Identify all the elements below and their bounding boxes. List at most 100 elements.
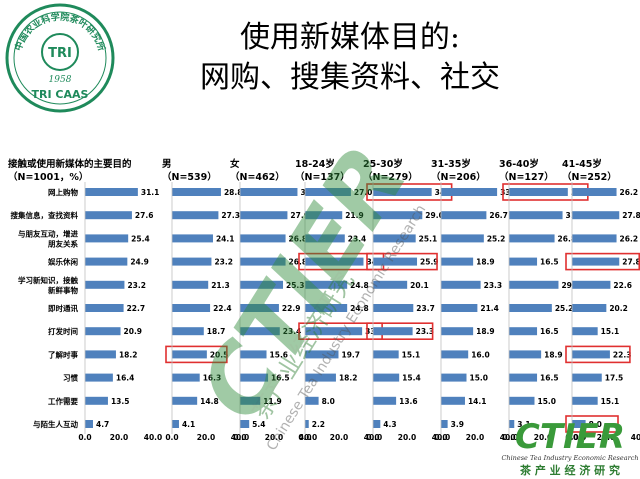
data-label: 4.7 xyxy=(96,420,109,429)
logo-center-circle xyxy=(41,33,79,71)
bar xyxy=(305,327,363,336)
highlight-box xyxy=(565,415,619,433)
bar xyxy=(572,304,607,312)
category-label: 学习新知识，接触 xyxy=(18,275,78,285)
data-label: 8.0 xyxy=(589,420,602,429)
x-tick-label: 20.0 xyxy=(466,433,485,442)
data-label: 21.4 xyxy=(480,304,499,313)
bar xyxy=(509,304,552,312)
logo-inner-ring xyxy=(13,11,107,105)
data-label: 23.2 xyxy=(214,258,233,267)
bar xyxy=(373,188,432,196)
bar xyxy=(509,211,563,220)
data-label: 25.3 xyxy=(286,281,305,290)
data-label: 13.6 xyxy=(399,397,418,406)
x-tick-label: 0.0 xyxy=(78,433,91,442)
data-label: 13.5 xyxy=(111,397,130,406)
bar xyxy=(572,188,617,196)
data-label: 20.2 xyxy=(609,304,628,313)
bar xyxy=(373,327,413,336)
bar xyxy=(373,420,381,428)
x-tick-label: 0.0 xyxy=(233,433,246,442)
bar xyxy=(305,211,343,220)
bar xyxy=(441,304,478,312)
series-n: （N=279） xyxy=(363,171,418,183)
bar xyxy=(172,396,198,405)
data-label: 29.1 xyxy=(561,281,580,290)
data-label: 23.4 xyxy=(283,327,302,336)
x-tick-label: 0.0 xyxy=(502,433,515,442)
data-label: 27.0 xyxy=(354,188,373,197)
series-name: 31-35岁 xyxy=(431,158,471,170)
data-label: 15.0 xyxy=(538,397,557,406)
data-label: 27.8 xyxy=(622,211,640,220)
data-label: 14.1 xyxy=(468,397,487,406)
bar xyxy=(172,280,209,289)
data-label: 3.1 xyxy=(517,420,530,429)
data-label: 22.3 xyxy=(613,350,632,359)
x-tick-label: 40.0 xyxy=(432,433,451,442)
data-label: 15.1 xyxy=(402,350,421,359)
data-label: 18.2 xyxy=(339,374,358,383)
x-tick-label: 40.0 xyxy=(568,433,587,442)
data-label: 16.4 xyxy=(116,374,135,383)
bar xyxy=(509,280,559,289)
data-label: 26.8 xyxy=(289,234,308,243)
bar xyxy=(85,257,128,266)
data-label: 16.3 xyxy=(203,374,222,383)
data-label: 29.0 xyxy=(425,211,444,220)
bar xyxy=(373,257,418,266)
bar xyxy=(509,396,535,405)
highlight-box xyxy=(165,345,228,364)
category-label: 与朋友互动，增进 xyxy=(18,228,78,238)
data-label: 23.2 xyxy=(127,281,146,290)
data-label: 27.6 xyxy=(135,211,154,220)
bar xyxy=(172,420,179,428)
x-tick-label: 40.0 xyxy=(144,433,163,442)
bar xyxy=(441,350,469,359)
bar xyxy=(172,234,213,243)
x-tick-label: 20.0 xyxy=(265,433,284,442)
data-label: 31.1 xyxy=(141,188,160,197)
series-n: （N=206） xyxy=(431,171,486,183)
bar xyxy=(572,327,598,336)
header-label: 接触或使用新媒体的主要目的 xyxy=(8,158,132,170)
bar xyxy=(172,350,207,359)
series-name: 36-40岁 xyxy=(499,158,539,170)
data-label: 18.2 xyxy=(119,350,138,359)
data-label: 25.2 xyxy=(487,234,506,243)
data-label: 18.9 xyxy=(476,258,495,267)
bar xyxy=(441,373,467,382)
tri-caas-logo: 中国农业科学院茶叶研究所 TRI 1958 TRI CAAS xyxy=(5,3,115,113)
x-tick-label: 20.0 xyxy=(398,433,417,442)
data-label: 25.2 xyxy=(555,304,574,313)
x-tick-label: 20.0 xyxy=(534,433,553,442)
bar xyxy=(572,373,602,382)
bar xyxy=(85,304,124,312)
bar xyxy=(305,304,348,312)
data-label: 16.0 xyxy=(471,350,490,359)
bar xyxy=(240,396,261,405)
data-label: 25.4 xyxy=(131,234,150,243)
bar xyxy=(441,396,465,405)
data-label: 23.7 xyxy=(416,304,435,313)
data-label: 8.0 xyxy=(322,397,335,406)
series-n: （N=539） xyxy=(162,171,217,183)
bar xyxy=(172,373,200,382)
bar xyxy=(441,234,484,243)
slide-title-line1: 使用新媒体目的: xyxy=(239,20,461,55)
data-label: 11.9 xyxy=(263,397,282,406)
data-label: 15.4 xyxy=(402,374,421,383)
bar xyxy=(509,420,515,428)
category-label: 搜集信息，查找资料 xyxy=(11,210,79,220)
category-label: 工作需要 xyxy=(48,396,78,406)
bar xyxy=(305,420,309,428)
bar xyxy=(240,420,250,428)
bar xyxy=(509,350,542,359)
bar xyxy=(373,304,414,312)
bar xyxy=(240,373,269,382)
x-tick-label: 20.0 xyxy=(330,433,349,442)
x-tick-label: 40.0 xyxy=(231,433,250,442)
series-name: 女 xyxy=(230,158,240,170)
x-tick-label: 20.0 xyxy=(597,433,616,442)
